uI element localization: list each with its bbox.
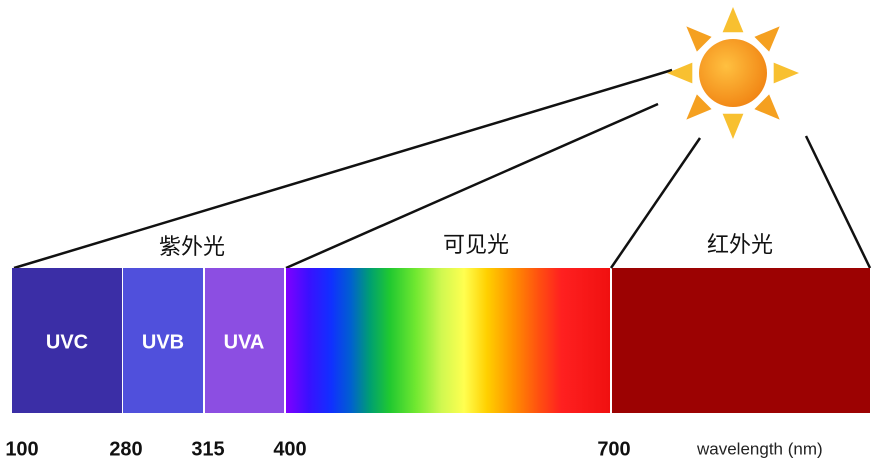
- sun-ray: [773, 62, 799, 84]
- uvb-band: [123, 268, 203, 413]
- sun-ray: [722, 7, 744, 33]
- axis-label: wavelength (nm): [696, 439, 823, 458]
- projection-line: [13, 68, 673, 270]
- wavelength-label: 280: [109, 438, 142, 460]
- projection-line: [609, 137, 702, 269]
- projection-line: [804, 135, 872, 269]
- sun-ray: [667, 62, 693, 84]
- uva-band: [205, 268, 284, 413]
- wavelength-label: 315: [191, 438, 224, 460]
- group-label: 可见光: [443, 233, 509, 258]
- sun-ray: [722, 113, 744, 139]
- uvc-band: [12, 268, 122, 413]
- visible-band: [286, 268, 610, 413]
- sun-disc: [699, 39, 767, 107]
- group-label: 红外光: [707, 233, 773, 258]
- band-label: UVB: [142, 331, 184, 353]
- band-label: UVC: [46, 331, 88, 353]
- group-label: 紫外光: [159, 235, 225, 260]
- wavelength-label: 400: [273, 438, 306, 460]
- wavelength-label: 100: [5, 438, 38, 460]
- projection-line: [285, 102, 659, 270]
- sun-ray: [754, 26, 780, 52]
- wavelength-label: 700: [597, 438, 630, 460]
- infrared-band: [612, 268, 870, 413]
- sun-ray: [754, 94, 780, 120]
- sun-ray: [686, 94, 712, 120]
- band-label: UVA: [224, 331, 265, 353]
- sun-ray: [686, 26, 712, 52]
- sun-icon: [667, 7, 799, 139]
